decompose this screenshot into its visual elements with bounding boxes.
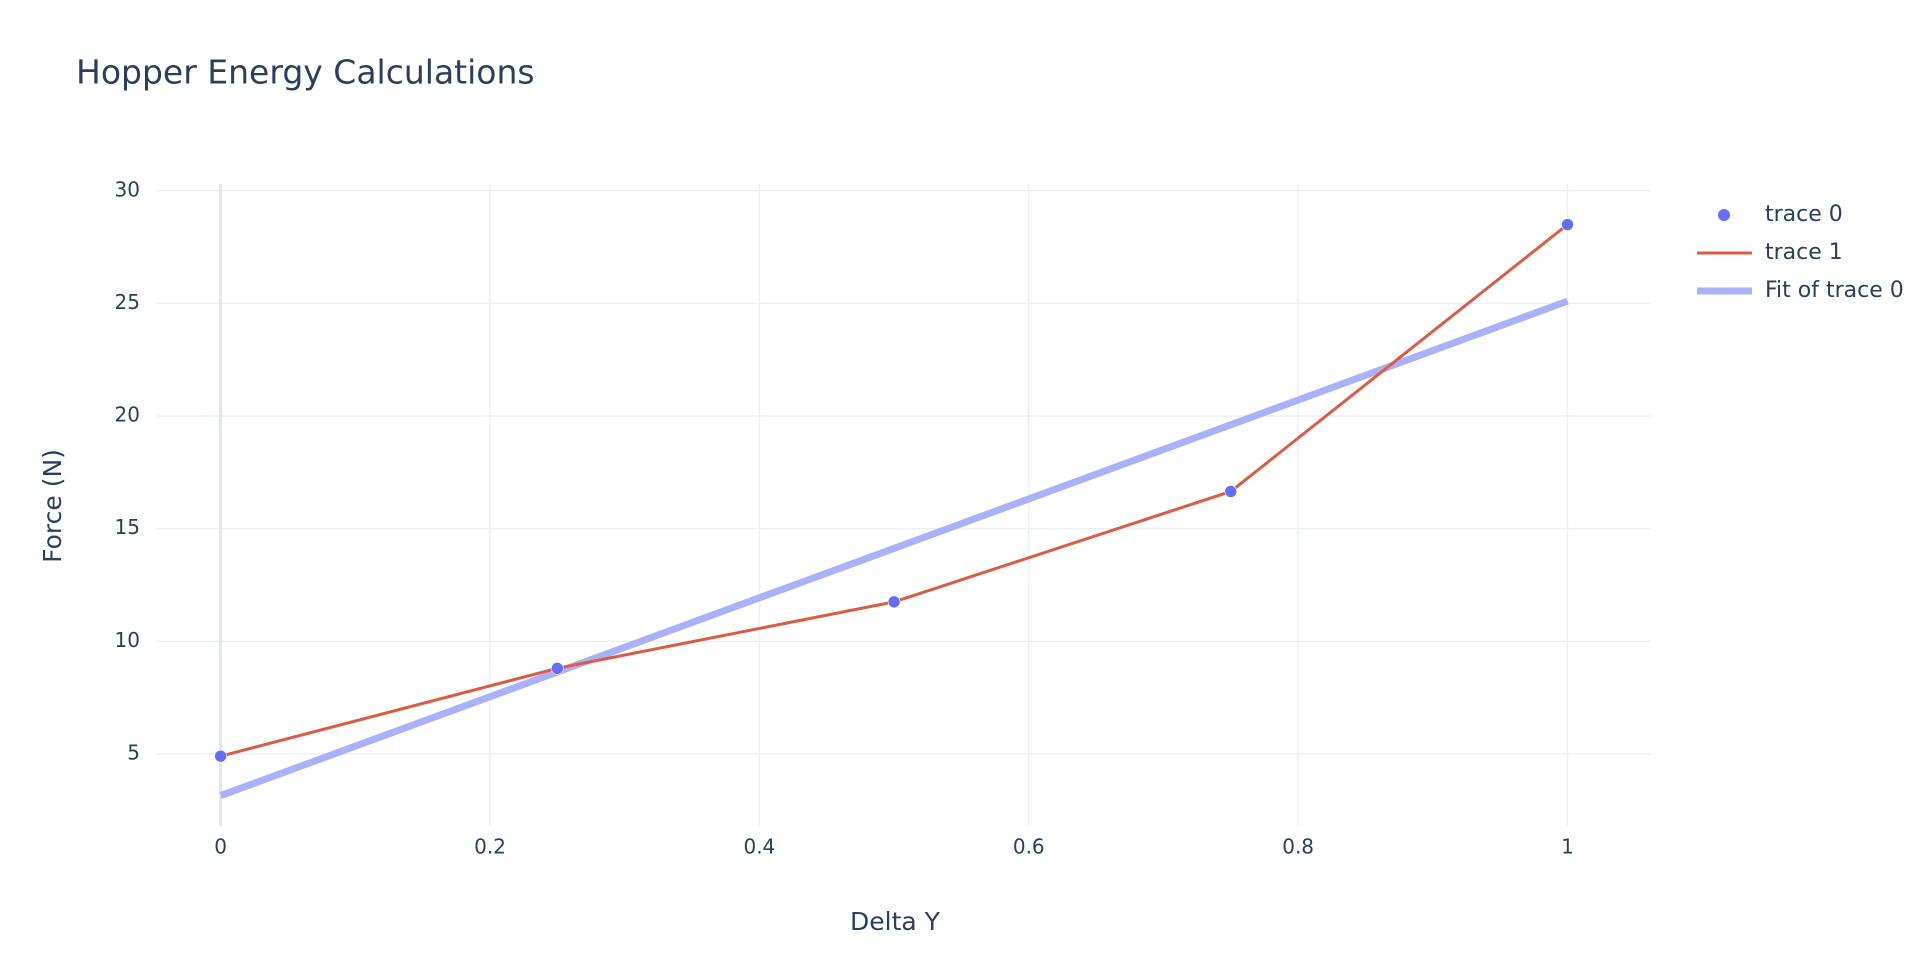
x-tick-label: 0.8 bbox=[1282, 835, 1314, 859]
y-tick-label: 5 bbox=[127, 740, 140, 764]
series-line bbox=[220, 223, 1569, 758]
legend-label: Fit of trace 0 bbox=[1765, 278, 1904, 303]
legend-label: trace 0 bbox=[1765, 202, 1843, 227]
data-point bbox=[551, 662, 564, 675]
data-point bbox=[1561, 218, 1574, 231]
y-tick-label: 30 bbox=[115, 177, 140, 201]
chart-title: Hopper Energy Calculations bbox=[76, 53, 535, 92]
y-tick-label: 15 bbox=[115, 515, 140, 539]
data-point bbox=[214, 749, 227, 763]
x-tick-label: 1 bbox=[1561, 835, 1574, 859]
y-tick-label: 25 bbox=[115, 290, 140, 314]
legend-label: trace 1 bbox=[1765, 240, 1843, 265]
y-tick-label: 20 bbox=[115, 403, 140, 427]
x-tick-label: 0.4 bbox=[743, 835, 775, 859]
y-axis-label: Force (N) bbox=[38, 449, 67, 563]
series-line bbox=[219, 297, 1569, 799]
x-tick-label: 0.6 bbox=[1013, 835, 1045, 859]
x-tick-label: 0.2 bbox=[474, 835, 506, 859]
legend-swatch bbox=[1718, 209, 1730, 221]
y-tick-label: 10 bbox=[115, 628, 140, 652]
x-tick-label: 0 bbox=[214, 835, 227, 859]
data-point bbox=[887, 595, 901, 609]
data-point bbox=[1224, 485, 1238, 498]
x-axis-label: Delta Y bbox=[850, 907, 941, 936]
